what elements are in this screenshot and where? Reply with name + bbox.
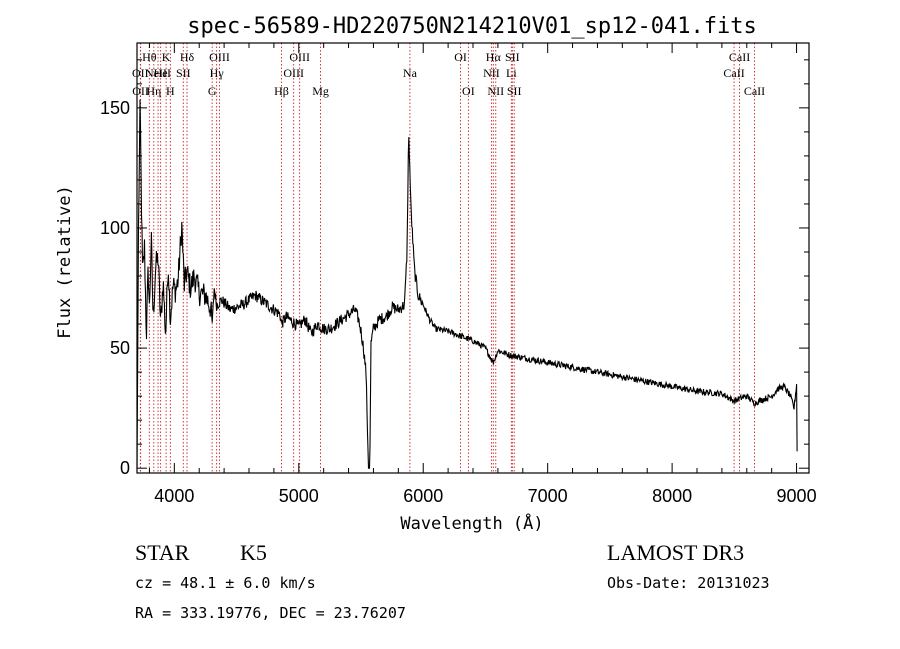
y-tick-label: 100 bbox=[100, 218, 130, 238]
line-marker-label-15: OIII bbox=[289, 50, 310, 64]
y-tick-label: 0 bbox=[120, 458, 130, 478]
line-marker-label-23: Li bbox=[506, 66, 517, 80]
line-marker-label-0: Hθ bbox=[142, 50, 157, 64]
spectral-subclass: K5 bbox=[240, 540, 267, 565]
line-marker-label-7: H bbox=[166, 84, 175, 98]
y-axis-label: Flux (relative) bbox=[55, 185, 75, 339]
y-tick-label: 150 bbox=[100, 98, 130, 118]
line-marker-label-26: CaII bbox=[723, 66, 744, 80]
x-tick-label: 6000 bbox=[403, 486, 443, 506]
line-marker-label-3: Hη bbox=[146, 84, 161, 98]
coordinates-readout: RA = 333.19776, DEC = 23.76207 bbox=[135, 604, 406, 622]
line-marker-label-20: NII bbox=[483, 66, 500, 80]
plot-frame bbox=[136, 42, 810, 474]
x-axis-ticks: 4000 5000 6000 7000 8000 9000 bbox=[148, 43, 817, 506]
x-tick-label: 4000 bbox=[154, 486, 194, 506]
line-marker-label-1: OII bbox=[132, 66, 149, 80]
x-tick-label: 9000 bbox=[777, 486, 817, 506]
spectral-line-markers bbox=[139, 43, 755, 473]
line-marker-label-18: OI bbox=[454, 50, 467, 64]
x-axis-label: Wavelength (Å) bbox=[400, 512, 543, 534]
line-marker-label-27: CaII bbox=[729, 50, 750, 64]
line-marker-label-8: SII bbox=[176, 66, 191, 80]
line-marker-label-22: NII bbox=[487, 84, 504, 98]
flux-series-line bbox=[136, 99, 798, 469]
spectral-line-labels: HθOIIOIIHηNeIIIHeKHSIIHδGHγOIIIHβOIIIOII… bbox=[132, 50, 765, 98]
line-marker-label-4: NeIII bbox=[145, 66, 171, 80]
line-marker-label-21: Hα bbox=[486, 50, 502, 64]
x-tick-label: 7000 bbox=[528, 486, 568, 506]
object-class: STAR bbox=[135, 540, 190, 565]
line-marker-label-17: Na bbox=[403, 66, 418, 80]
observation-date: Obs-Date: 20131023 bbox=[607, 574, 770, 592]
line-marker-label-24: SII bbox=[505, 50, 520, 64]
line-marker-label-19: OI bbox=[462, 84, 475, 98]
survey-name: LAMOST DR3 bbox=[607, 540, 745, 565]
line-marker-label-11: Hγ bbox=[210, 66, 225, 80]
line-marker-label-10: G bbox=[208, 84, 217, 98]
x-tick-label: 5000 bbox=[279, 486, 319, 506]
line-marker-label-5: He bbox=[154, 66, 168, 80]
line-marker-label-9: Hδ bbox=[180, 50, 195, 64]
line-marker-label-28: CaII bbox=[744, 84, 765, 98]
y-tick-label: 50 bbox=[110, 338, 130, 358]
line-marker-label-16: Mg bbox=[312, 84, 329, 98]
x-tick-label: 8000 bbox=[652, 486, 692, 506]
line-marker-label-25: SII bbox=[507, 84, 522, 98]
line-marker-label-14: OIII bbox=[283, 66, 304, 80]
line-marker-label-13: Hβ bbox=[274, 84, 289, 98]
y-axis-ticks: 0 50 100 150 bbox=[100, 59, 809, 478]
chart-title: spec-56589-HD220750N214210V01_sp12-041.f… bbox=[187, 14, 757, 39]
line-marker-label-6: K bbox=[162, 50, 171, 64]
redshift-readout: cz = 48.1 ± 6.0 km/s bbox=[135, 574, 316, 592]
line-marker-label-12: OIII bbox=[209, 50, 230, 64]
